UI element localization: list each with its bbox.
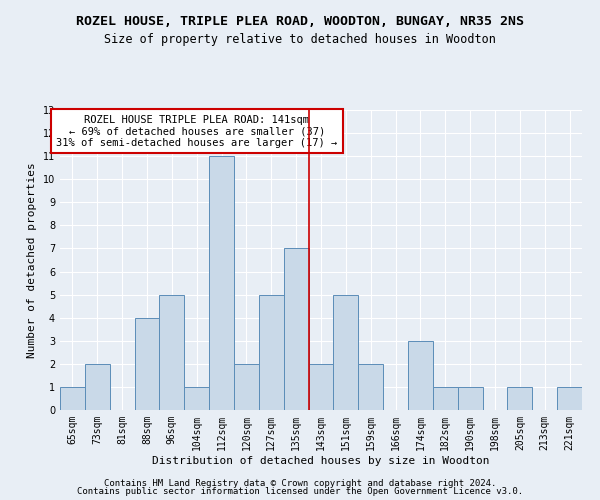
- Bar: [160, 294, 184, 410]
- Bar: [60, 387, 85, 410]
- Bar: [85, 364, 110, 410]
- Bar: [334, 294, 358, 410]
- Bar: [134, 318, 160, 410]
- Bar: [308, 364, 334, 410]
- Bar: [358, 364, 383, 410]
- X-axis label: Distribution of detached houses by size in Woodton: Distribution of detached houses by size …: [152, 456, 490, 466]
- Bar: [259, 294, 284, 410]
- Y-axis label: Number of detached properties: Number of detached properties: [27, 162, 37, 358]
- Text: ROZEL HOUSE, TRIPLE PLEA ROAD, WOODTON, BUNGAY, NR35 2NS: ROZEL HOUSE, TRIPLE PLEA ROAD, WOODTON, …: [76, 15, 524, 28]
- Bar: [408, 341, 433, 410]
- Bar: [508, 387, 532, 410]
- Bar: [284, 248, 308, 410]
- Bar: [433, 387, 458, 410]
- Bar: [458, 387, 482, 410]
- Bar: [557, 387, 582, 410]
- Bar: [184, 387, 209, 410]
- Text: Size of property relative to detached houses in Woodton: Size of property relative to detached ho…: [104, 32, 496, 46]
- Bar: [234, 364, 259, 410]
- Text: Contains public sector information licensed under the Open Government Licence v3: Contains public sector information licen…: [77, 487, 523, 496]
- Text: ROZEL HOUSE TRIPLE PLEA ROAD: 141sqm
← 69% of detached houses are smaller (37)
3: ROZEL HOUSE TRIPLE PLEA ROAD: 141sqm ← 6…: [56, 114, 337, 148]
- Text: Contains HM Land Registry data © Crown copyright and database right 2024.: Contains HM Land Registry data © Crown c…: [104, 478, 496, 488]
- Bar: [209, 156, 234, 410]
